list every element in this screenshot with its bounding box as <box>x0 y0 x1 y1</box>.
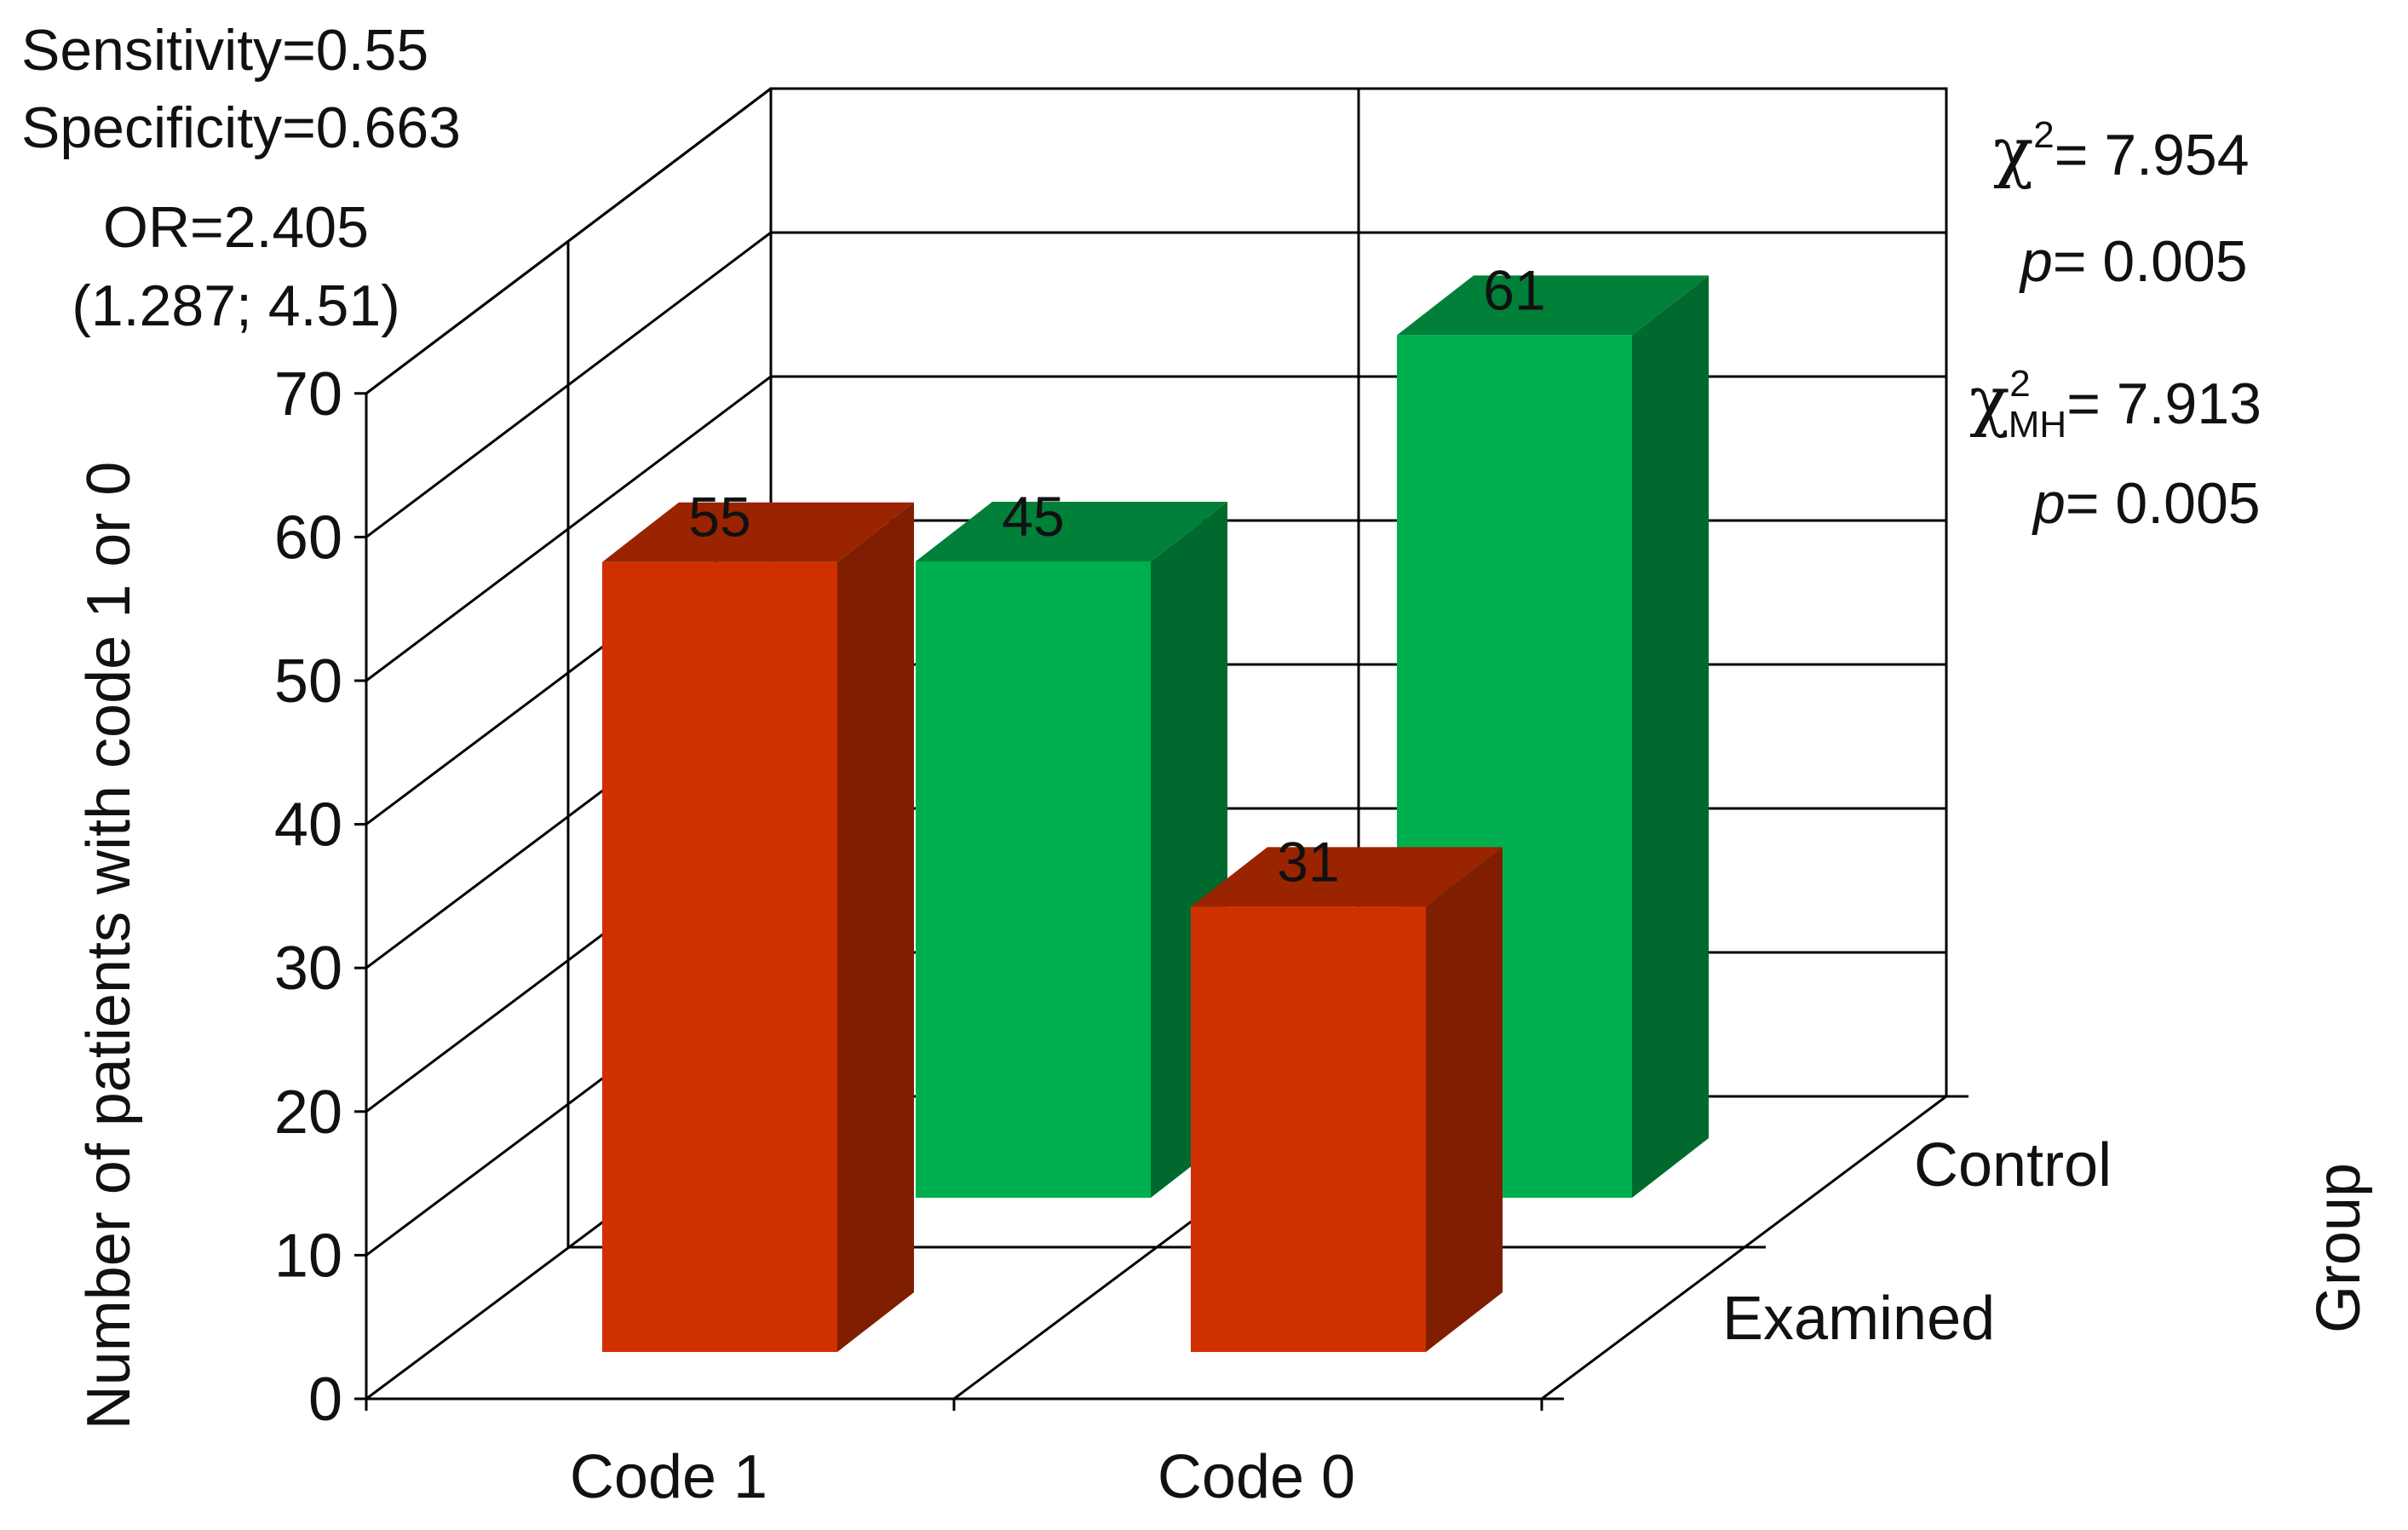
bar-control-0 <box>916 502 1227 1198</box>
bar-top <box>916 502 1227 561</box>
series-label: Examined <box>1722 1285 1995 1353</box>
chi2-symbol: χ <box>1993 114 2033 191</box>
annotation-p2: p= 0.005 <box>2032 471 2261 536</box>
bar-face <box>1191 906 1426 1352</box>
y-tick-labels: 0 10 20 30 40 50 60 70 <box>274 360 342 1434</box>
category-labels: Code 1 Code 0 <box>570 1443 1355 1511</box>
data-labels: 45 61 55 31 <box>688 258 1545 893</box>
bar-side <box>837 502 914 1352</box>
bar-top <box>602 502 914 562</box>
gridline-side <box>365 375 772 682</box>
data-label: 31 <box>1277 830 1339 893</box>
annotation-chi2mh: χ2 MH= 7.913 <box>1969 363 2261 446</box>
bar-top <box>1191 847 1503 907</box>
gridline-side <box>365 231 772 538</box>
bar-examined-0 <box>602 502 914 1352</box>
y-tick-label: 60 <box>274 503 342 572</box>
bar-face <box>916 561 1151 1198</box>
y-tick-label: 30 <box>274 935 342 1003</box>
data-label: 45 <box>1002 485 1064 548</box>
y-tick-label: 10 <box>274 1222 342 1290</box>
category-label: Code 0 <box>1158 1443 1355 1511</box>
bar-top <box>1397 275 1709 336</box>
y-tick-label: 70 <box>274 360 342 429</box>
data-label: 55 <box>688 486 750 549</box>
group-axis-title: Group <box>2305 1163 2373 1333</box>
y-tick-label: 20 <box>274 1078 342 1147</box>
category-label: Code 1 <box>570 1443 767 1511</box>
annotation-or: OR=2.405 <box>103 195 369 260</box>
bar-side <box>1632 275 1709 1198</box>
data-label: 61 <box>1483 258 1545 321</box>
y-tick-label: 40 <box>274 791 342 860</box>
y-axis-title: Number of patients with code 1 or 0 <box>75 462 143 1430</box>
gridline-side <box>365 87 772 394</box>
p2-value: = 0.005 <box>2066 471 2261 536</box>
p1-value: = 0.005 <box>2053 229 2248 294</box>
annotation-chi2: χ2= 7.954 <box>1993 114 2250 191</box>
annotation-ci: (1.287; 4.51) <box>72 273 400 338</box>
annotation-sensitivity: Sensitivity=0.55 <box>21 18 428 83</box>
axis-ticks <box>354 392 1968 1411</box>
chi2-superscript: 2 <box>2033 114 2054 156</box>
p1-symbol: p <box>2019 229 2053 294</box>
chi2mh-superscript: 2 <box>2009 363 2030 405</box>
chi2mh-value: = 7.913 <box>2066 371 2261 436</box>
bar-side <box>1426 847 1503 1352</box>
series-label: Control <box>1914 1131 2112 1199</box>
chi2mh-subscript: MH <box>2009 404 2066 446</box>
chi2-value: = 7.954 <box>2055 123 2250 187</box>
p2-symbol: p <box>2032 471 2066 536</box>
y-tick-label: 0 <box>308 1366 342 1434</box>
annotation-specificity: Specificity=0.663 <box>21 95 461 160</box>
annotation-p1: p= 0.005 <box>2019 229 2248 294</box>
y-tick-label: 50 <box>274 647 342 716</box>
chi2mh-symbol: χ <box>1969 363 2009 440</box>
bar-face <box>602 561 837 1352</box>
series-labels: Examined Control <box>1722 1131 2112 1353</box>
bar-examined-1 <box>1191 847 1503 1352</box>
bars <box>602 275 1709 1352</box>
